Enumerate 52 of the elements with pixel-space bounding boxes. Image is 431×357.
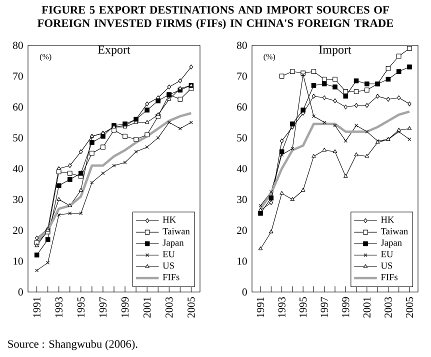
y-tick-label: 10 [14,258,23,265]
x-tick-label: 1995 [299,297,307,318]
y-tick-label: 10 [238,258,247,265]
y-tick-label: 50 [13,134,23,142]
legend-label: Japan [162,240,184,248]
y-axis-title: (%) [264,54,276,62]
legend-label: EU [162,251,175,258]
chart-title: Import [319,46,352,56]
source-note: Source : Shangwubu (2006). [8,340,138,350]
x-tick-label: 2001 [143,297,151,318]
y-tick-label: 60 [13,103,23,111]
legend-label: FIFs [162,274,180,280]
x-tick-label: 1997 [99,297,107,318]
caption: FIGURE 5 EXPORT DESTINATIONS AND IMPORT SOURCES OF FOREIGN INVESTED FIRMS (FIFs) IN CHINA'S FOREIGN TRADE [37,6,394,30]
y-tick-label: 60 [237,103,247,111]
y-tick-label: 20 [13,226,23,234]
x-tick-label: 1993 [55,297,62,318]
y-tick-label: 0 [18,288,23,296]
y-tick-label: 30 [237,196,247,204]
y-axis-title: (%) [40,54,52,62]
x-tick-label: 1993 [278,297,286,318]
chart-title: Export [98,46,130,56]
x-tick-label: 2003 [384,297,392,318]
x-tick-label: 1995 [77,297,85,318]
legend-label: HK [381,216,394,223]
y-tick-label: 0 [242,288,247,296]
y-tick-label: 20 [237,226,247,234]
x-tick-label: 2003 [166,297,173,318]
legend-label: HK [162,216,176,223]
x-tick-label: 2001 [363,297,371,318]
legend-label: US [162,262,174,269]
y-tick-label: 70 [13,72,23,80]
y-tick-label: 80 [237,42,247,49]
legend-label: Taiwan [162,228,190,234]
y-tick-label: 80 [13,42,23,49]
x-tick-label: 2005 [188,297,195,318]
x-tick-label: 2005 [406,297,414,318]
x-tick-label: 1997 [320,297,328,318]
y-tick-label: 70 [237,72,247,80]
y-tick-label: 40 [12,165,23,172]
legend-label: Japan [380,240,402,248]
x-tick-label: 1999 [342,297,350,318]
x-tick-label: 1991 [256,297,264,318]
legend-label: Taiwan [380,228,408,234]
legend-label: FIFs [381,274,398,280]
y-tick-label: 50 [237,134,247,142]
y-tick-label: 40 [236,165,247,172]
y-tick-label: 30 [13,196,23,204]
x-tick-label: 1999 [121,297,129,318]
x-tick-label: 1991 [33,297,40,318]
legend-label: EU [381,251,394,258]
legend-label: US [380,262,392,269]
